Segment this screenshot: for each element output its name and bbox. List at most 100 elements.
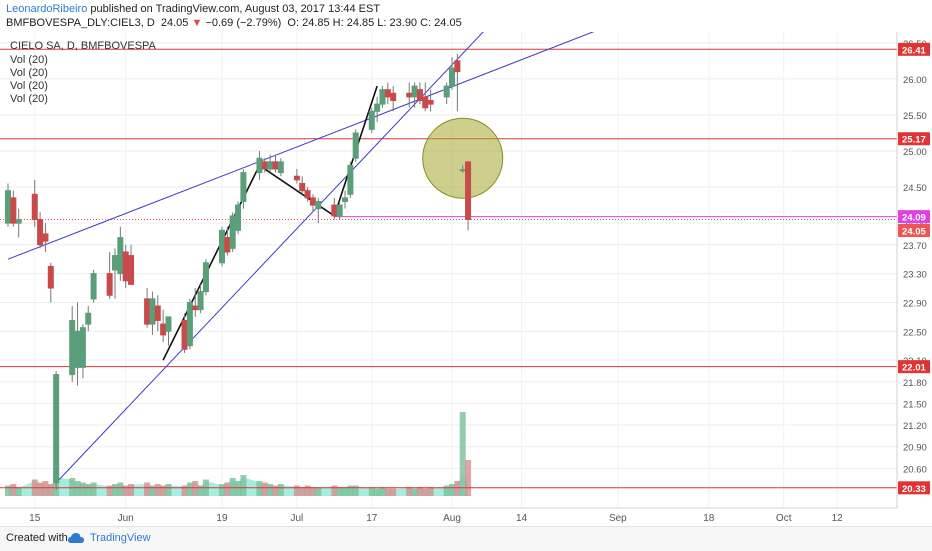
candle-up xyxy=(374,103,381,112)
x-tick-label: Aug xyxy=(443,513,461,524)
candle-up xyxy=(379,89,386,105)
volume-bar xyxy=(379,487,386,496)
candle-down xyxy=(465,161,472,221)
y-tick-label: 21.50 xyxy=(903,399,927,410)
candle-up xyxy=(69,319,76,376)
volume-bar xyxy=(384,488,391,496)
candle-up xyxy=(411,85,418,98)
volume-bar xyxy=(342,487,349,496)
publish-line: LeonardoRibeiro published on TradingView… xyxy=(6,3,380,15)
candle-down xyxy=(160,323,167,336)
legend-vol-4: Vol (20) xyxy=(10,93,48,105)
tradingview-cloud-icon[interactable] xyxy=(68,532,84,544)
x-tick-label: 19 xyxy=(216,513,228,524)
candle-down xyxy=(299,182,306,192)
candle-up xyxy=(202,262,209,293)
volume-bar xyxy=(90,482,97,496)
volume-bar xyxy=(186,482,193,496)
candle-up xyxy=(15,219,22,224)
volume-bar xyxy=(154,484,161,496)
volume-bar xyxy=(390,488,397,496)
chart-legend: CIELO SA, D, BMFBOVESPA Vol (20) Vol (20… xyxy=(10,40,157,105)
rising-trendline xyxy=(7,32,595,260)
candle-down xyxy=(128,255,135,285)
price-label: 20.33 xyxy=(902,484,926,495)
volume-bar xyxy=(422,488,429,496)
volume-bar xyxy=(117,482,124,496)
price-label: 22.01 xyxy=(902,363,926,374)
price-label: 24.09 xyxy=(902,213,926,224)
volume-bar xyxy=(299,487,306,496)
candle-down xyxy=(261,161,268,170)
candle-up xyxy=(352,132,359,159)
x-axis[interactable]: 15 Jun 19 Jul 17 Aug 14 Sep 18 Oct 12 xyxy=(29,513,843,524)
volume-bar xyxy=(406,487,413,496)
candle-up xyxy=(443,85,450,98)
volume-bar xyxy=(42,481,49,496)
x-tick-label: 12 xyxy=(832,513,844,524)
candle-up xyxy=(90,273,97,300)
volume-bar xyxy=(165,484,172,496)
candle-up xyxy=(315,200,322,210)
y-tick-label: 23.70 xyxy=(903,241,927,252)
candle-down xyxy=(31,193,38,221)
volume-bar xyxy=(144,482,151,496)
price-label-box xyxy=(898,360,930,374)
candle-down xyxy=(427,100,434,105)
volume-bar xyxy=(235,481,242,496)
volume-bar xyxy=(5,485,11,496)
steep-trendline xyxy=(55,32,484,484)
volume-bar xyxy=(37,482,44,496)
price-label: 25.17 xyxy=(902,135,926,146)
volume-bar xyxy=(352,485,359,496)
volume-bar xyxy=(427,487,434,496)
symbol-line: BMFBOVESPA_DLY:CIEL3, D 24.05 ▼ −0.69 (−… xyxy=(6,17,462,29)
candle-up xyxy=(449,67,456,87)
volume-bar xyxy=(149,485,156,496)
candle-down xyxy=(181,319,188,350)
y-tick-label: 20.60 xyxy=(903,464,927,475)
x-tick-label: Jul xyxy=(290,513,303,524)
volume-bar xyxy=(79,482,86,496)
candle-down xyxy=(37,219,44,246)
x-tick-label: 17 xyxy=(366,513,378,524)
author-link[interactable]: LeonardoRibeiro xyxy=(6,3,88,15)
volume-bar xyxy=(240,475,247,496)
down-arrow-icon: ▼ xyxy=(191,17,203,29)
x-tick-label: 18 xyxy=(703,513,715,524)
candle-down xyxy=(144,298,151,325)
published-info: published on TradingView.com, August 03,… xyxy=(90,3,381,15)
volume-bar xyxy=(411,488,418,496)
volume-bar xyxy=(304,485,311,496)
volume-bar xyxy=(261,482,268,496)
x-tick-label: Oct xyxy=(776,513,792,524)
x-tick-label: 14 xyxy=(516,513,528,524)
price-labels: 26.41 25.17 24.09 24.05 22.01 20.33 xyxy=(898,42,930,495)
tradingview-brand-link[interactable]: TradingView xyxy=(90,532,151,544)
annotations xyxy=(7,32,595,484)
candle-down xyxy=(384,89,391,98)
candle-up xyxy=(74,330,81,368)
volume-bar xyxy=(272,485,279,496)
candle-up xyxy=(229,215,236,249)
candle-up xyxy=(342,197,349,202)
volume-bar xyxy=(293,485,300,496)
volume-bar xyxy=(10,484,17,496)
created-with-label: Created with xyxy=(6,532,68,544)
legend-title: CIELO SA, D, BMFBOVESPA xyxy=(10,40,157,52)
candle-down xyxy=(192,305,199,311)
candle-up xyxy=(5,190,11,224)
volume-bar xyxy=(449,484,456,496)
volume-bar xyxy=(336,487,343,496)
candle-down xyxy=(454,60,461,73)
footer: Created with TradingView xyxy=(0,526,932,551)
legend-vol-1: Vol (20) xyxy=(10,54,48,66)
volume-bar xyxy=(277,484,284,496)
volume-bar xyxy=(218,484,225,496)
candle-up xyxy=(218,229,225,264)
chart-background xyxy=(0,32,932,526)
candle-down xyxy=(224,237,231,253)
candle-up xyxy=(117,237,124,275)
price-chart[interactable]: CIELO SA, D, BMFBOVESPA Vol (20) Vol (20… xyxy=(0,32,932,526)
legend-vol-2: Vol (20) xyxy=(10,67,48,79)
